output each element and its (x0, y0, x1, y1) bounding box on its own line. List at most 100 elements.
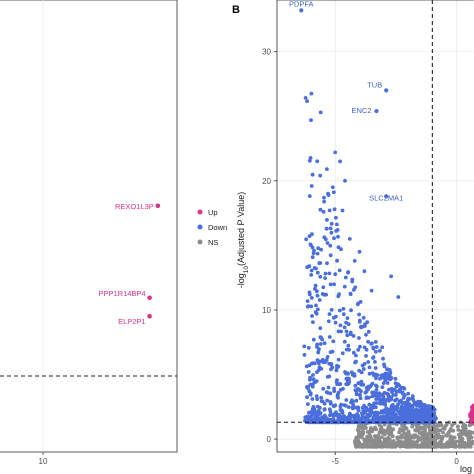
panel-b-point (423, 425, 427, 429)
panel-b-point (329, 230, 334, 235)
panel-b-point (360, 429, 365, 434)
panel-b-point (326, 191, 330, 196)
panel-b-point (378, 376, 382, 381)
panel-b-point (343, 403, 348, 408)
panel-b-point (415, 418, 419, 423)
panel-b-point (437, 423, 442, 428)
panel-b-point (390, 390, 394, 394)
panel-b-point (405, 403, 409, 408)
panel-b-point (333, 320, 338, 325)
panel-b-point (358, 396, 363, 401)
panel-b-point (400, 390, 405, 395)
panel-b-point (393, 420, 397, 425)
panel-b-point (348, 292, 353, 297)
panel-b-point (441, 430, 445, 435)
panel-b-point (355, 302, 360, 307)
panel-b-point (332, 207, 337, 212)
panel-b-point (453, 444, 458, 449)
panel-b-point (381, 410, 385, 415)
panel-b-point (387, 407, 392, 412)
panel-b-point (340, 351, 345, 356)
panel-b-point (309, 296, 314, 300)
panel-b-point (389, 386, 394, 391)
panel-b-point (335, 222, 339, 227)
panel-b-point (318, 411, 323, 415)
panel-b-point (316, 361, 321, 366)
panel-b-point (346, 270, 351, 274)
panel-b-point (354, 405, 358, 410)
panel-b-point (305, 304, 310, 309)
panel-b-point (398, 388, 403, 392)
panel-b-point (362, 269, 367, 274)
panel-b-point (328, 226, 333, 231)
panel-b-thresholds (277, 0, 474, 452)
panel-b-point (310, 245, 315, 250)
panel-b-point (359, 325, 363, 330)
panel-b-point (420, 419, 425, 424)
y-title-sub: 10 (243, 266, 250, 274)
panel-b-point (417, 401, 422, 406)
panel-b-point (370, 390, 375, 395)
panel-b-point (371, 418, 375, 422)
panel-b-point (341, 414, 346, 418)
panel-b-point (468, 423, 472, 428)
panel-b-point (361, 432, 365, 437)
panel-b-point (460, 439, 464, 443)
panel-b-point (427, 425, 431, 429)
panel-b-point (324, 390, 329, 395)
panel-b-point (370, 341, 374, 346)
panel-b-point (417, 444, 421, 449)
panel-b-point (318, 274, 323, 279)
panel-b-point (311, 373, 315, 377)
panel-b-point (373, 340, 378, 344)
panel-b-point (343, 275, 348, 280)
panel-b-point (399, 435, 404, 440)
panel-b-point (378, 401, 383, 406)
panel-b-point (328, 282, 333, 287)
panel-b-point (320, 292, 325, 296)
panel-b-point (403, 393, 407, 398)
panel-b-point (428, 429, 433, 433)
panel-b-point (336, 234, 340, 239)
panel-b-point (436, 441, 441, 446)
panel-b-point (394, 389, 399, 394)
panel-b-point (310, 314, 314, 318)
panel-b-point (390, 417, 394, 422)
panel-b-point (376, 411, 381, 416)
panel-b-point (322, 195, 326, 200)
panel-b-point (318, 110, 323, 115)
panel-b-point (382, 390, 387, 395)
panel-b-point (402, 431, 407, 435)
panel-b-point (335, 258, 339, 263)
panel-b-point (335, 365, 339, 370)
panel-b-point (457, 444, 462, 449)
panel-b-point (420, 407, 425, 411)
panel-b-point (366, 360, 371, 364)
panel-b-point (321, 285, 326, 290)
panel-a-frame (0, 0, 178, 453)
panel-b-point (315, 289, 319, 294)
panel-a-point (147, 295, 152, 301)
panel-b-ytick-label: 30 (262, 48, 271, 57)
panel-b-point (307, 389, 312, 394)
panel-b-point (315, 358, 320, 363)
panel-b-point (443, 424, 448, 428)
panel-b-ytick-label: 0 (267, 435, 272, 444)
panel-b-point (349, 308, 353, 313)
panel-b-point (434, 431, 438, 436)
panel-b-point (328, 401, 333, 406)
panel-b-point (389, 414, 394, 418)
panel-b-point (323, 271, 328, 276)
panel-b-point (377, 396, 381, 400)
panel-b-point (470, 412, 474, 416)
panel-b-point (347, 415, 352, 420)
panel-b-point (363, 322, 367, 327)
panel-b-point (375, 444, 380, 449)
panel-b-point (449, 427, 453, 431)
panel-b-point (355, 436, 359, 441)
panel-b-point (315, 404, 320, 409)
panel-b-point (303, 96, 308, 100)
panel-b-point (327, 335, 332, 339)
panel-b-point (393, 412, 398, 417)
panel-b-point (379, 420, 384, 424)
